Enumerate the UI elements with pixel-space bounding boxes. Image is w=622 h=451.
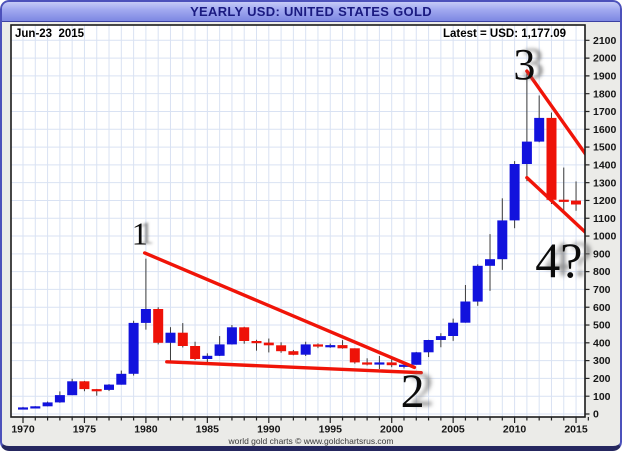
chart-title: YEARLY USD: UNITED STATES GOLD: [190, 4, 432, 19]
svg-text:2000: 2000: [380, 424, 404, 436]
svg-text:800: 800: [593, 266, 611, 278]
svg-text:300: 300: [593, 355, 611, 367]
svg-text:2100: 2100: [593, 35, 617, 47]
svg-text:2005: 2005: [441, 424, 465, 436]
svg-text:1700: 1700: [593, 106, 617, 118]
svg-text:1900: 1900: [593, 71, 617, 83]
svg-text:1980: 1980: [134, 424, 158, 436]
svg-text:600: 600: [593, 302, 611, 314]
svg-text:1975: 1975: [73, 424, 97, 436]
svg-text:0: 0: [593, 409, 599, 421]
svg-text:1985: 1985: [196, 424, 220, 436]
titlebar: YEARLY USD: UNITED STATES GOLD: [2, 2, 620, 22]
svg-text:1200: 1200: [593, 195, 617, 207]
svg-text:2015: 2015: [564, 424, 588, 436]
svg-text:100: 100: [593, 391, 611, 403]
svg-text:1000: 1000: [593, 231, 617, 243]
svg-text:1600: 1600: [593, 124, 617, 136]
svg-text:1990: 1990: [257, 424, 281, 436]
svg-text:1995: 1995: [319, 424, 343, 436]
svg-text:1300: 1300: [593, 177, 617, 189]
footer-credit: world gold charts © www.goldchartsrus.co…: [228, 436, 394, 446]
svg-text:1100: 1100: [593, 213, 616, 225]
latest-price-label: Latest = USD: 1,177.09: [442, 28, 566, 40]
svg-text:1800: 1800: [593, 88, 617, 100]
svg-text:200: 200: [593, 373, 611, 385]
svg-text:1970: 1970: [11, 424, 35, 436]
svg-text:1400: 1400: [593, 160, 617, 172]
svg-text:2010: 2010: [503, 424, 527, 436]
date-label: Jun-23 2015: [15, 28, 85, 40]
svg-text:700: 700: [593, 284, 611, 296]
svg-text:500: 500: [593, 320, 611, 332]
svg-text:2000: 2000: [593, 53, 617, 65]
svg-text:400: 400: [593, 337, 611, 349]
svg-text:900: 900: [593, 248, 611, 260]
svg-text:1500: 1500: [593, 142, 617, 154]
